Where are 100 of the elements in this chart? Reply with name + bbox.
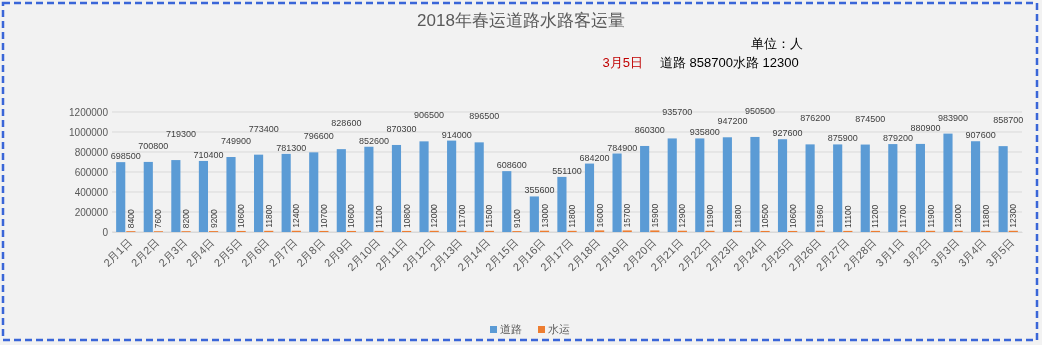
bar	[667, 138, 677, 232]
bar	[833, 144, 843, 232]
y-tick-label: 1200000	[69, 106, 109, 118]
bar	[171, 160, 181, 232]
data-label: 876200	[800, 113, 831, 124]
data-label: 983900	[938, 112, 969, 123]
bar	[612, 153, 622, 232]
data-label: 12900	[677, 203, 688, 228]
bar	[805, 144, 815, 232]
data-label: 11800	[732, 204, 743, 228]
bar	[529, 196, 539, 232]
data-label: 12000	[429, 203, 440, 228]
y-tick-label: 0	[102, 226, 109, 238]
data-label: 914000	[441, 129, 472, 140]
data-label: 12400	[291, 203, 302, 228]
bar	[860, 144, 870, 232]
bar	[447, 140, 457, 232]
data-label: 10500	[760, 204, 771, 228]
bar	[474, 142, 484, 232]
data-label: 698500	[110, 151, 141, 162]
y-tick-label: 400000	[74, 186, 109, 198]
data-label: 13000	[539, 203, 550, 228]
data-label: 15900	[649, 203, 660, 228]
data-label: 773400	[248, 123, 279, 134]
data-label: 874500	[855, 113, 886, 124]
data-label: 15700	[622, 203, 633, 228]
bar	[750, 136, 760, 232]
data-label: 875900	[827, 133, 858, 144]
bar	[584, 163, 595, 232]
bar	[226, 157, 236, 232]
data-label: 935800	[689, 127, 720, 138]
data-label: 950500	[745, 105, 776, 116]
bar	[391, 144, 402, 232]
data-label: 880900	[910, 122, 941, 133]
data-label: 9200	[208, 208, 219, 229]
y-tick-label: 800000	[74, 146, 109, 158]
bar	[640, 145, 650, 232]
data-label: 870300	[386, 123, 417, 134]
y-tick-label: 600000	[74, 166, 109, 178]
data-label: 906500	[414, 110, 445, 121]
data-label: 879200	[882, 133, 913, 144]
bar	[998, 146, 1008, 232]
bar	[970, 141, 981, 232]
data-label: 11100	[842, 205, 853, 228]
chart-title: 2018年春运道路水路客运量	[417, 11, 625, 30]
data-label: 781300	[276, 142, 307, 153]
bar	[198, 160, 209, 232]
bar	[915, 143, 925, 232]
data-label: 608600	[496, 160, 527, 171]
text: 单位：人	[751, 36, 803, 51]
data-label: 11960	[815, 204, 826, 228]
data-label: 10600	[787, 204, 798, 228]
bar	[888, 144, 898, 232]
data-label: 935700	[662, 107, 693, 118]
data-label: 858700	[993, 115, 1024, 126]
text: 道路 858700水路 12300	[660, 55, 799, 70]
data-label: 749900	[221, 136, 252, 147]
bar	[364, 146, 374, 232]
data-label: 10600	[346, 204, 357, 228]
bar	[281, 153, 291, 232]
legend-label: 水运	[548, 323, 570, 335]
data-label: 9100	[511, 208, 522, 229]
data-label: 927600	[772, 128, 803, 139]
data-label: 10700	[318, 204, 329, 228]
data-label: 710400	[193, 149, 224, 160]
data-label: 11500	[484, 204, 495, 228]
data-label: 11800	[567, 204, 578, 228]
data-label: 852600	[358, 135, 389, 146]
bar	[722, 137, 732, 232]
data-label: 12000	[953, 203, 964, 228]
bar	[419, 141, 429, 232]
data-label: 11100	[374, 205, 385, 228]
bar	[557, 176, 567, 232]
data-label: 8200	[181, 209, 192, 229]
y-tick-label: 1000000	[69, 126, 109, 138]
data-label: 11700	[897, 204, 908, 228]
data-label: 947200	[717, 116, 748, 127]
bar	[254, 154, 264, 232]
bar	[943, 133, 953, 232]
data-label: 896500	[469, 111, 500, 122]
data-label: 16000	[594, 203, 605, 228]
data-label: 784900	[607, 142, 638, 153]
data-label: 10600	[236, 204, 247, 228]
data-label: 7600	[153, 209, 164, 229]
data-label: 551100	[552, 165, 582, 176]
bar	[116, 162, 126, 232]
data-label: 796600	[303, 131, 334, 142]
data-label: 10800	[401, 204, 412, 228]
data-label: 907600	[965, 130, 996, 141]
bar	[336, 149, 346, 232]
data-label: 719300	[165, 129, 196, 140]
data-label: 11800	[263, 204, 274, 228]
legend-label: 道路	[500, 323, 522, 335]
data-label: 684200	[579, 152, 610, 163]
data-label: 12300	[1008, 203, 1019, 228]
data-label: 860300	[634, 124, 665, 135]
data-label: 11700	[456, 204, 467, 228]
text: 3月5日	[602, 55, 643, 70]
data-label: 8400	[125, 208, 136, 229]
data-label: 11800	[980, 204, 991, 228]
